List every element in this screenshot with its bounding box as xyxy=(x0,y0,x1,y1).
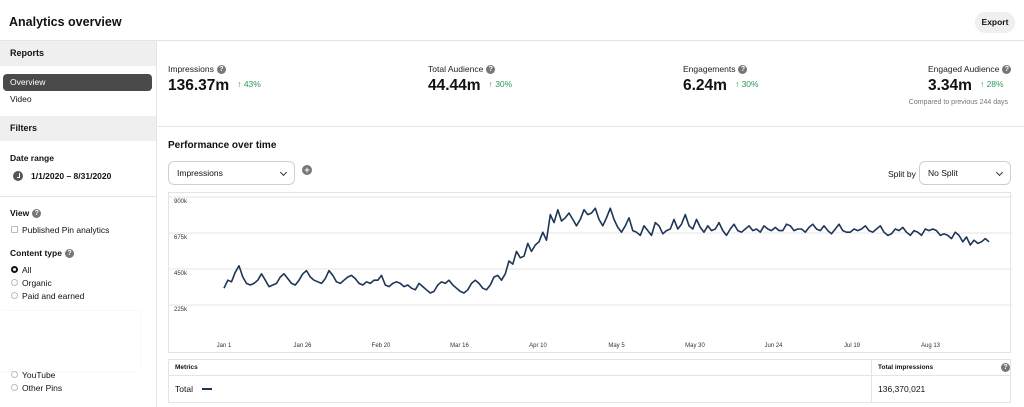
split-label: Split by xyxy=(888,169,916,179)
help-icon[interactable]: ? xyxy=(1002,65,1012,75)
split-select[interactable]: No Split xyxy=(919,161,1011,185)
y-tick-label: 450k xyxy=(174,271,188,277)
filters-heading: Filters xyxy=(0,116,156,141)
x-tick-label: Jan 26 xyxy=(293,343,312,349)
help-icon[interactable]: ? xyxy=(32,209,42,219)
table-row-value: 136,370,021 xyxy=(878,384,926,394)
metric-label: Engaged Audience xyxy=(928,64,1000,74)
x-tick-label: Apr 10 xyxy=(529,343,547,349)
metric-value: 136.37m xyxy=(168,77,230,95)
metrics-table: Metrics Total impressions ? Total 136,37… xyxy=(168,359,1011,403)
metric-label: Engagements xyxy=(683,64,736,74)
help-icon[interactable]: ? xyxy=(738,65,748,75)
radio-youtube-label: YouTube xyxy=(22,370,56,380)
arrow-up-icon: ↑ xyxy=(488,79,493,90)
x-tick-label: May 30 xyxy=(685,343,705,349)
y-tick-label: 225k xyxy=(174,307,188,313)
reports-heading: Reports xyxy=(0,41,156,66)
radio-organic[interactable] xyxy=(11,279,18,286)
x-tick-label: Mar 16 xyxy=(450,343,469,349)
metrics-divider xyxy=(158,126,1024,127)
radio-paid-earned[interactable] xyxy=(11,292,18,299)
table-row-label: Total xyxy=(175,384,193,394)
metric-engagements: Engagements? 6.24m ↑ 30% xyxy=(683,64,759,95)
metric-delta: 43% xyxy=(243,79,261,90)
help-icon[interactable]: ? xyxy=(1001,363,1010,372)
clock-icon xyxy=(13,171,23,181)
x-tick-label: Aug 13 xyxy=(921,343,941,349)
published-pin-checkbox[interactable] xyxy=(11,226,18,233)
help-icon[interactable]: ? xyxy=(216,65,226,75)
x-tick-label: Feb 20 xyxy=(372,343,391,349)
view-label-text: View xyxy=(10,208,30,218)
metric-label: Impressions xyxy=(168,64,214,74)
table-divider xyxy=(169,375,1010,376)
x-tick-label: Jun 24 xyxy=(764,343,783,349)
y-tick-label: 675k xyxy=(174,235,188,241)
x-tick-label: May 5 xyxy=(608,343,625,349)
published-pin-label: Published Pin analytics xyxy=(22,225,110,235)
chevron-down-icon xyxy=(279,168,288,177)
radio-youtube[interactable] xyxy=(11,371,18,378)
compare-note: Compared to previous 244 days xyxy=(908,99,1008,106)
table-divider xyxy=(871,360,872,402)
sidebar: Reports Overview Video Filters Date rang… xyxy=(0,41,157,407)
table-header-total: Total impressions xyxy=(878,364,934,371)
metric-total-audience: Total Audience? 44.44m ↑ 30% xyxy=(428,64,512,95)
arrow-up-icon: ↑ xyxy=(734,79,740,90)
sidebar-divider xyxy=(0,196,156,197)
metric-select[interactable]: Impressions xyxy=(168,161,295,185)
radio-all[interactable] xyxy=(11,266,18,273)
radio-other-pins-label: Other Pins xyxy=(22,383,63,393)
dropdown-overlay xyxy=(0,311,140,371)
metric-value: 6.24m xyxy=(683,77,727,95)
y-tick-label: 900k xyxy=(174,199,188,205)
metric-label: Total Audience xyxy=(428,64,484,74)
arrow-up-icon: ↑ xyxy=(237,79,242,90)
performance-chart: 900k 675k 450k 225k Jan 1 Jan 26 Feb 20 Mar 16 A… xyxy=(168,192,1012,353)
metric-delta: 30% xyxy=(741,79,759,90)
arrow-up-icon: ↑ xyxy=(979,79,985,90)
metric-delta: 30% xyxy=(495,79,513,90)
table-header-metrics: Metrics xyxy=(175,364,198,371)
nav-item-overview[interactable]: Overview xyxy=(3,74,152,91)
date-range-label: Date range xyxy=(10,153,54,163)
x-tick-label: Jan 1 xyxy=(217,343,232,349)
series-swatch xyxy=(202,388,212,390)
metric-impressions: Impressions? 136.37m ↑ 43% xyxy=(168,64,261,95)
chevron-down-icon xyxy=(995,168,1004,177)
date-range-value[interactable]: 1/1/2020 – 8/31/2020 xyxy=(31,171,112,181)
content-type-label-text: Content type xyxy=(10,248,62,258)
x-tick-label: Jul 19 xyxy=(844,343,861,349)
section-title: Performance over time xyxy=(168,140,277,151)
view-label: View? xyxy=(10,208,42,219)
series-line-total xyxy=(223,207,990,294)
page-title: Analytics overview xyxy=(9,15,122,29)
metric-value: 44.44m xyxy=(428,77,481,95)
content-type-label: Content type? xyxy=(10,248,74,259)
help-icon[interactable]: ? xyxy=(64,249,74,259)
help-icon[interactable]: ? xyxy=(486,65,496,75)
export-button[interactable]: Export xyxy=(975,12,1015,33)
radio-organic-label: Organic xyxy=(22,278,52,288)
chart-svg: 900k 675k 450k 225k Jan 1 Jan 26 Feb 20 Mar 16 A… xyxy=(169,196,1012,349)
nav-item-video[interactable]: Video xyxy=(10,94,32,104)
radio-paid-earned-label: Paid and earned xyxy=(22,291,85,301)
metric-engaged-audience: Engaged Audience? 3.34m ↑ 28% xyxy=(928,64,1012,95)
metric-select-value: Impressions xyxy=(177,168,223,178)
top-bar: Analytics overview Export xyxy=(0,0,1024,41)
add-metric-icon[interactable]: + xyxy=(302,165,312,175)
radio-all-label: All xyxy=(22,265,32,275)
metric-value: 3.34m xyxy=(928,77,972,95)
radio-other-pins[interactable] xyxy=(11,384,18,391)
split-select-value: No Split xyxy=(928,168,958,178)
metric-delta: 28% xyxy=(986,79,1004,90)
